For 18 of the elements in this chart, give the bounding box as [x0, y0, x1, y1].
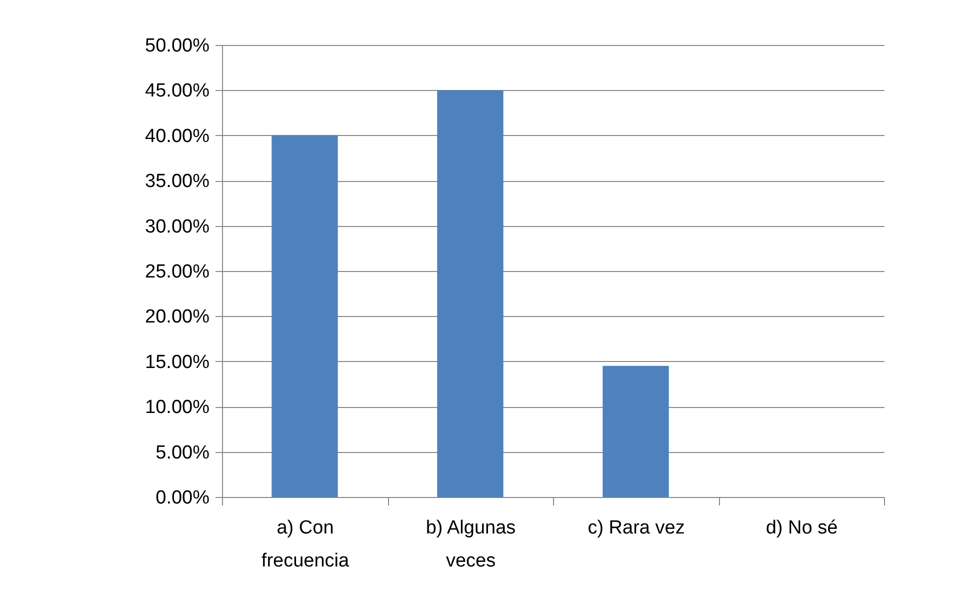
y-tick-label: 20.00%: [145, 306, 210, 328]
y-tick-label: 0.00%: [156, 488, 210, 508]
y-tick-label: 50.00%: [145, 36, 210, 56]
y-tick-label: 25.00%: [145, 262, 210, 282]
bar: [602, 366, 669, 497]
y-tick-label: 30.00%: [145, 216, 210, 238]
y-tick-label: 45.00%: [145, 80, 210, 102]
x-tick-label: c) Rara vez: [588, 518, 685, 538]
y-tick-label: 5.00%: [156, 442, 210, 464]
y-tick-label: 15.00%: [145, 352, 210, 373]
x-tick-label: b) Algunas veces: [426, 518, 516, 572]
y-tick-label: 40.00%: [145, 126, 210, 147]
y-tick-label: 35.00%: [145, 171, 210, 192]
y-tick-label: 10.00%: [145, 397, 210, 418]
x-tick-label: d) No sé: [766, 518, 838, 538]
x-tick-label: a) Con frecuencia: [261, 518, 350, 572]
bar: [272, 135, 338, 497]
bar: [437, 90, 504, 497]
